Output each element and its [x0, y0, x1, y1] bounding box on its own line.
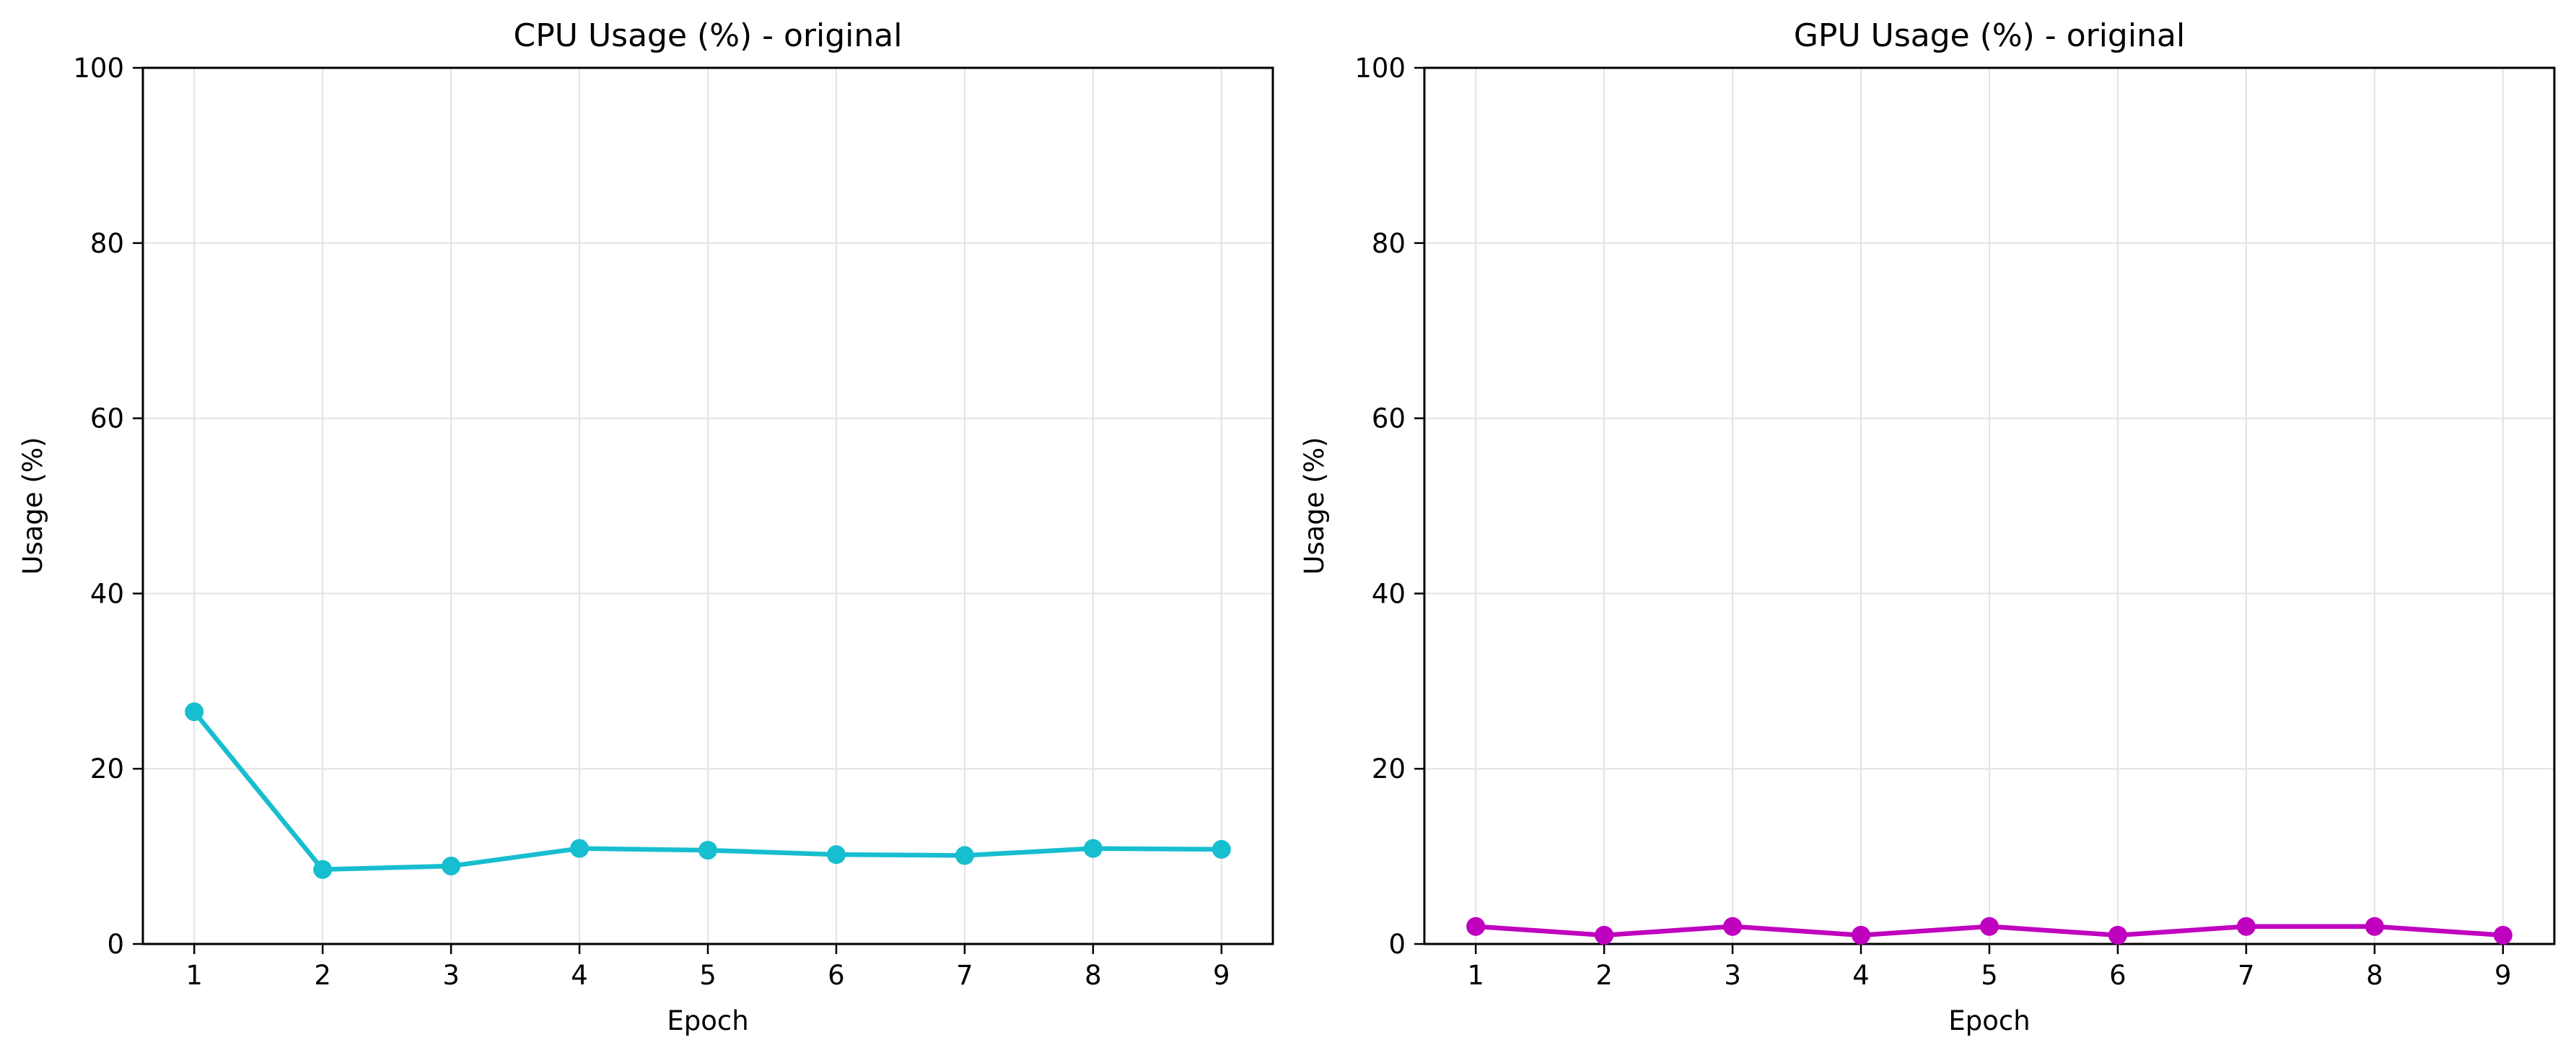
cpu-data-point — [1212, 839, 1231, 859]
gpu-x-tick-label: 4 — [1852, 960, 1870, 991]
gpu-usage-chart: 1 2 3 4 5 6 7 8 9 0 20 40 60 80 100 GPU Usage (%) - ori… — [1299, 17, 2556, 1036]
gpu-data-point — [1595, 925, 1614, 945]
gpu-data-point — [1980, 917, 1999, 936]
cpu-x-tick-label: 4 — [571, 960, 588, 991]
gpu-x-tick-label: 5 — [1981, 960, 1998, 991]
cpu-data-point — [185, 702, 204, 722]
gpu-y-tick-label: 20 — [1372, 753, 1406, 784]
gpu-data-point — [2365, 917, 2384, 936]
gpu-chart-title: GPU Usage (%) - original — [1794, 17, 2185, 54]
cpu-x-tick-label: 3 — [442, 960, 460, 991]
gpu-x-axis: 1 2 3 4 5 6 7 8 9 — [1467, 944, 2512, 991]
gpu-y-tick-label: 80 — [1372, 228, 1406, 259]
cpu-data-point — [1083, 839, 1103, 858]
cpu-grid — [143, 67, 1273, 945]
gpu-y-tick-label: 0 — [1388, 929, 1406, 960]
cpu-data-point — [826, 845, 846, 865]
gpu-data-point — [2236, 917, 2256, 936]
cpu-x-tick-label: 2 — [314, 960, 331, 991]
cpu-y-tick-label: 60 — [90, 403, 124, 434]
gpu-x-tick-label: 6 — [2109, 960, 2126, 991]
gpu-data-point — [1466, 917, 1486, 936]
gpu-y-tick-label: 40 — [1372, 578, 1406, 609]
cpu-y-tick-label: 80 — [90, 228, 124, 259]
gpu-y-axis-label: Usage (%) — [1299, 437, 1330, 574]
cpu-data-point — [442, 856, 461, 875]
cpu-y-axis-label: Usage (%) — [17, 437, 48, 574]
gpu-x-tick-label: 9 — [2494, 960, 2512, 991]
cpu-x-tick-label: 5 — [699, 960, 717, 991]
gpu-y-tick-label: 60 — [1372, 403, 1406, 434]
gpu-data-point — [2493, 925, 2513, 945]
cpu-x-tick-label: 7 — [956, 960, 973, 991]
cpu-data-point — [955, 846, 974, 865]
cpu-data-point — [570, 839, 590, 858]
cpu-x-axis-label: Epoch — [667, 1005, 748, 1036]
cpu-usage-chart: 1 2 3 4 5 6 7 8 9 0 20 40 60 80 100 CPU Usage (%) - ori… — [17, 17, 1274, 1036]
cpu-y-tick-label: 0 — [107, 929, 124, 960]
gpu-data-point — [1723, 917, 1743, 936]
gpu-x-tick-label: 3 — [1724, 960, 1741, 991]
cpu-x-axis: 1 2 3 4 5 6 7 8 9 — [185, 944, 1230, 991]
gpu-y-tick-label: 100 — [1354, 53, 1406, 84]
gpu-x-tick-label: 2 — [1595, 960, 1613, 991]
gpu-series — [1466, 917, 2513, 945]
gpu-y-axis: 0 20 40 60 80 100 — [1354, 53, 1424, 960]
gpu-x-tick-label: 7 — [2238, 960, 2255, 991]
cpu-x-tick-label: 9 — [1213, 960, 1230, 991]
gpu-data-point — [1852, 925, 1871, 945]
cpu-series — [185, 702, 1231, 879]
gpu-x-tick-label: 8 — [2366, 960, 2383, 991]
gpu-x-axis-label: Epoch — [1948, 1005, 2030, 1036]
cpu-y-tick-label: 40 — [90, 578, 124, 609]
cpu-data-point — [698, 841, 717, 860]
gpu-x-tick-label: 1 — [1467, 960, 1484, 991]
cpu-data-point — [313, 860, 333, 879]
cpu-x-tick-label: 6 — [828, 960, 845, 991]
cpu-x-tick-label: 8 — [1085, 960, 1102, 991]
cpu-x-tick-label: 1 — [185, 960, 203, 991]
cpu-y-tick-label: 20 — [90, 753, 124, 784]
cpu-y-axis: 0 20 40 60 80 100 — [73, 53, 143, 960]
cpu-y-tick-label: 100 — [73, 53, 124, 84]
cpu-chart-title: CPU Usage (%) - original — [514, 17, 903, 54]
gpu-data-point — [2108, 925, 2127, 945]
